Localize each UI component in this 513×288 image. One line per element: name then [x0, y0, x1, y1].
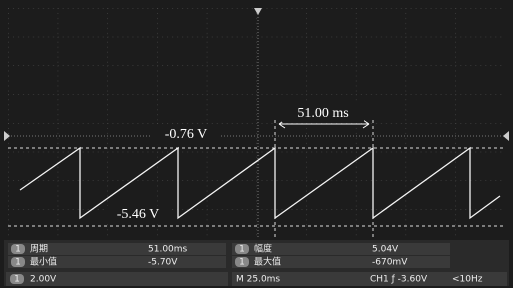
- status-trigger: CH1 ƒ -3.60V: [370, 275, 428, 285]
- measure-channel: 1: [15, 258, 21, 268]
- measure-channel: 1: [239, 258, 245, 268]
- scope-screen: 51.00 ms -0.76 V -5.46 V 1 周期 51.00ms 1 最小值 -…: [0, 0, 513, 288]
- graticule: [8, 8, 505, 238]
- measure-label: 最大值: [254, 256, 281, 268]
- measure-label: 周期: [30, 244, 48, 255]
- measure-label: 幅度: [254, 243, 272, 255]
- measure-value: 5.04V: [372, 245, 399, 255]
- status-timebase: M 25.0ms: [236, 275, 280, 285]
- lower-label: -5.46 V: [117, 207, 160, 222]
- measure-value: 51.00ms: [148, 245, 188, 255]
- status-scale: 2.00V: [30, 275, 57, 285]
- measure-value: -5.70V: [148, 258, 178, 268]
- measure-channel: 1: [15, 245, 21, 255]
- measure-label: 最小值: [30, 256, 57, 268]
- status-frequency: <10Hz: [452, 275, 483, 285]
- measure-value: -670mV: [372, 258, 408, 268]
- delta-label: 51.00 ms: [297, 106, 348, 121]
- measure-channel: 1: [239, 245, 245, 255]
- status-channel: 1: [14, 275, 20, 285]
- upper-label: -0.76 V: [165, 127, 208, 142]
